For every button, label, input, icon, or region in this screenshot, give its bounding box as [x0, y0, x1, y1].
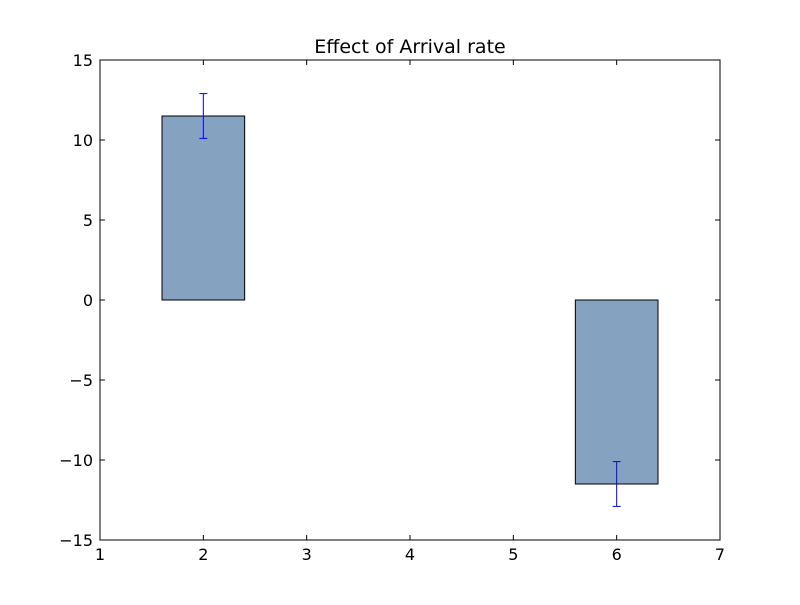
y-tick-label: 0 [83, 291, 93, 310]
y-tick-label: −10 [59, 451, 93, 470]
x-tick-label: 3 [302, 545, 312, 564]
y-tick-label: 5 [83, 211, 93, 230]
bar-1 [161, 115, 246, 301]
y-tick-label: 15 [73, 51, 93, 70]
error-bar-2 [612, 461, 621, 507]
x-tick-label: 1 [95, 545, 105, 564]
y-tick-label: −5 [69, 371, 93, 390]
y-tick-label: 10 [73, 131, 93, 150]
ticks-layer: 1 2 3 4 5 6 7 −15 −10 −5 0 5 10 15 [59, 51, 725, 564]
x-tick-label: 6 [612, 545, 622, 564]
error-bar-1 [199, 93, 208, 139]
x-tick-label: 4 [405, 545, 415, 564]
x-tick-label: 2 [198, 545, 208, 564]
x-tick-label: 7 [715, 545, 725, 564]
bar-2 [574, 299, 659, 485]
y-tick-label: −15 [59, 531, 93, 550]
bars-layer [161, 115, 659, 485]
chart-title: Effect of Arrival rate [314, 36, 505, 58]
error-bars-layer [199, 93, 621, 507]
plot-area-frame [99, 59, 721, 541]
x-tick-label: 5 [508, 545, 518, 564]
